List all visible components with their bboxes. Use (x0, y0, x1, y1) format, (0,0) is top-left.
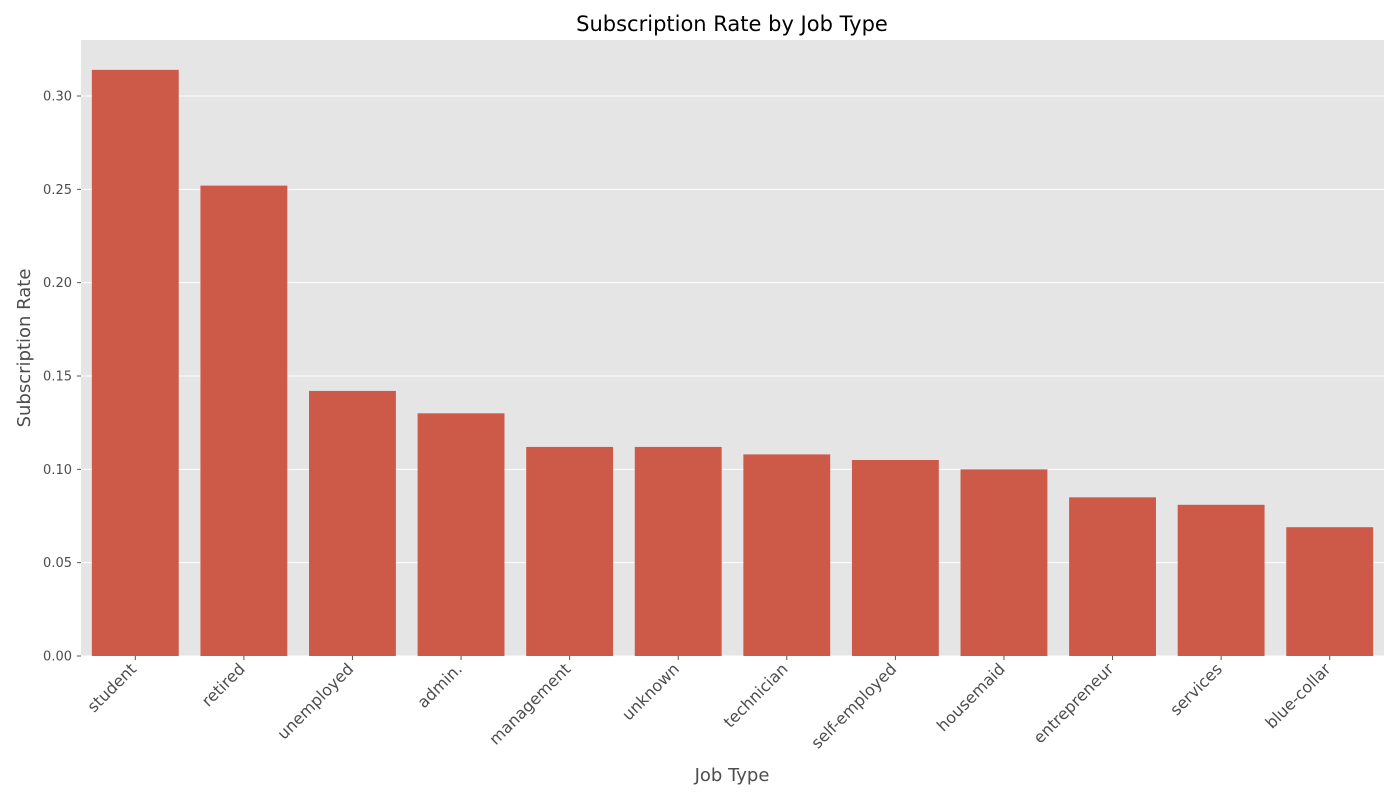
x-tick-label: admin. (413, 659, 465, 711)
x-tick-label: services (1166, 659, 1226, 719)
y-tick-label: 0.05 (43, 556, 72, 571)
grid-lines (81, 95, 1384, 657)
x-tick-label: self-employed (807, 659, 900, 752)
bar-entrepreneur (1069, 497, 1156, 656)
x-tick-label: technician (720, 659, 792, 731)
bar-services (1177, 504, 1265, 656)
bars (91, 69, 1374, 656)
x-tick-label: management (485, 659, 574, 748)
bar-retired (200, 185, 288, 656)
y-axis-title: Subscription Rate (14, 269, 35, 428)
y-tick-label: 0.15 (43, 370, 72, 385)
bar-unemployed (309, 390, 396, 656)
y-tick-label: 0.00 (43, 650, 72, 665)
bar-unknown (634, 446, 722, 656)
bar-technician (743, 454, 831, 656)
y-axis-ticks: 0.00 0.05 0.10 0.15 0.20 0.25 0.30 (43, 90, 81, 665)
bar-admin (417, 413, 505, 656)
y-tick-label: 0.20 (43, 276, 72, 291)
y-tick-label: 0.30 (43, 90, 72, 105)
x-tick-label: entrepreneur (1030, 659, 1118, 747)
chart-title: Subscription Rate by Job Type (576, 12, 888, 36)
x-tick-label: housemaid (933, 659, 1009, 735)
y-tick-label: 0.25 (43, 183, 72, 198)
plot-area (81, 40, 1384, 656)
x-tick-label: blue-collar (1262, 659, 1335, 732)
x-tick-label: unemployed (273, 659, 357, 743)
y-tick-label: 0.10 (43, 463, 72, 478)
bar-housemaid (960, 469, 1048, 656)
x-tick-label: student (83, 659, 140, 716)
bar-student (91, 69, 179, 656)
bar-management (526, 446, 614, 656)
x-axis-title: Job Type (694, 765, 770, 786)
x-tick-label: retired (198, 659, 249, 710)
x-axis-ticks: student retired unemployed admin. management… (83, 656, 1335, 752)
bar-blue-collar (1286, 527, 1374, 656)
bar-self-employed (851, 460, 939, 656)
x-tick-label: unknown (618, 659, 683, 724)
